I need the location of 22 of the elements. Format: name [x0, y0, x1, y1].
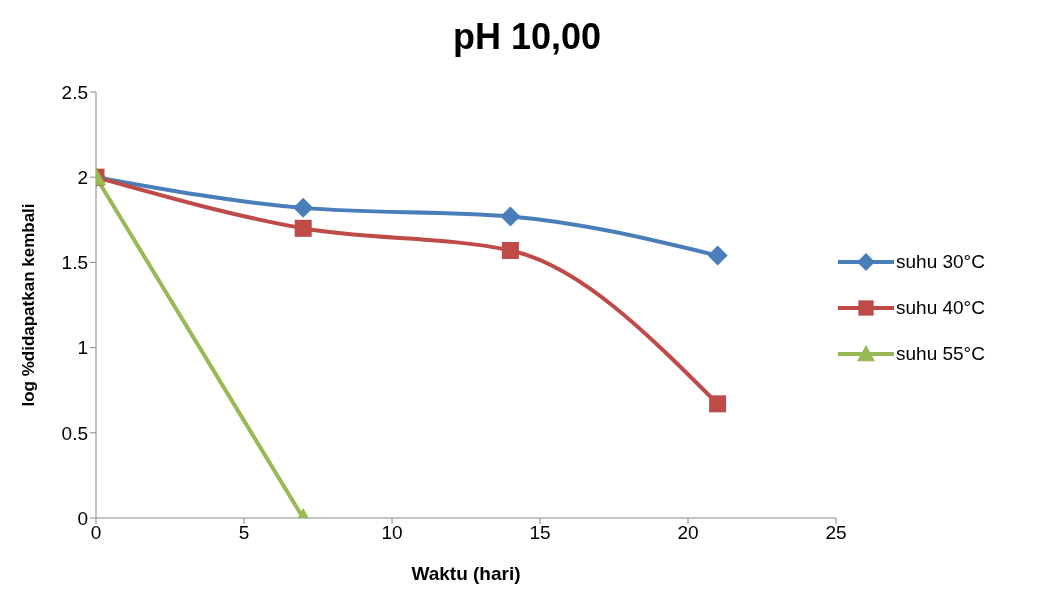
point: [500, 206, 521, 227]
y-tick-label: 2: [77, 166, 88, 188]
legend-label: suhu 30°C: [896, 251, 985, 273]
y-tick-label: 1.5: [61, 252, 88, 274]
legend-label: suhu 55°C: [896, 343, 985, 365]
legend-label: suhu 40°C: [896, 297, 985, 319]
x-axis-title: Waktu (hari): [411, 563, 521, 584]
x-tick-label: 5: [238, 522, 250, 544]
y-axis-title: log %didapatkan kembali: [19, 203, 39, 407]
point: [501, 241, 519, 259]
y-tick-label: 1: [77, 337, 88, 359]
x-tick-label: 20: [677, 522, 699, 544]
x-tick-label: 10: [381, 522, 403, 544]
point: [707, 245, 728, 266]
x-tick-label: 15: [529, 522, 551, 544]
y-tick-label: 2.5: [61, 81, 88, 103]
x-tick-label: 25: [825, 522, 847, 544]
y-tick-label: 0.5: [61, 422, 88, 444]
point: [293, 197, 314, 218]
chart-title: pH 10,00: [451, 16, 603, 58]
y-tick-label: 0: [77, 507, 88, 529]
point: [709, 395, 727, 413]
